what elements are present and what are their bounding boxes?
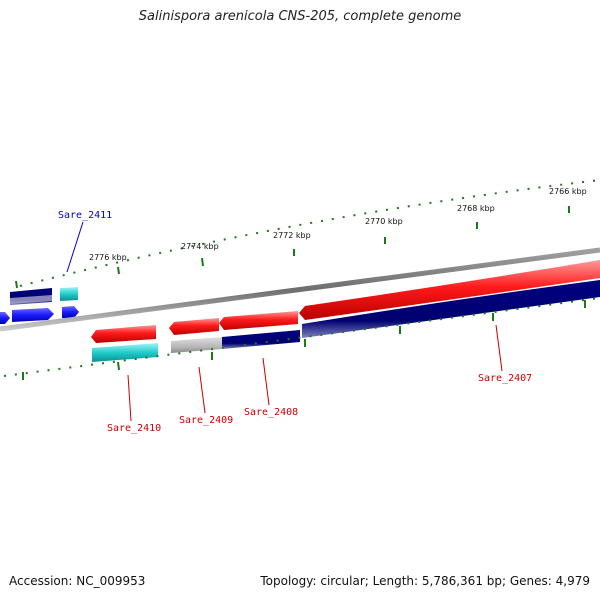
leader-sare-2409 xyxy=(198,366,206,414)
gene-label-sare-2409: Sare_2409 xyxy=(179,415,233,426)
leader-sare-2408 xyxy=(262,357,270,406)
tick-label: 2774 kbp xyxy=(181,242,219,251)
tick-label: 2766 kbp xyxy=(549,187,587,196)
feature-blue-outer-1 xyxy=(0,312,10,324)
gene-sare-2409-forward xyxy=(169,318,219,335)
feature-blue-outer-3 xyxy=(62,306,79,318)
tick-label: 2776 kbp xyxy=(89,253,127,262)
gene-label-sare-2410: Sare_2410 xyxy=(107,423,161,434)
gene-sare-2410-rna xyxy=(92,343,158,362)
leader-sare-2411 xyxy=(66,221,84,273)
map-title: Salinispora arenicola CNS-205, complete … xyxy=(138,9,462,24)
tick-mark-2774 xyxy=(201,257,204,267)
genome-backbone xyxy=(0,247,600,332)
tick-label: 2772 kbp xyxy=(273,231,311,240)
outer-features xyxy=(0,287,79,324)
tick-label: 2770 kbp xyxy=(365,217,403,226)
gene-sare-2409-other xyxy=(171,337,222,353)
gene-sare-2408-forward xyxy=(219,311,298,330)
genome-summary-text: Topology: circular; Length: 5,786,361 bp… xyxy=(260,574,590,588)
reverse-strand xyxy=(92,280,600,362)
tick-mark-2775 xyxy=(15,280,18,289)
gene-sare-2407-forward xyxy=(299,260,600,320)
outer-tick-ring xyxy=(15,179,600,289)
leader-sare-2407 xyxy=(495,324,503,372)
feature-rna-outer xyxy=(60,287,78,301)
tick-labels: 2776 kbp 2774 kbp 2772 kbp 2770 kbp 2768… xyxy=(89,187,587,262)
forward-strand xyxy=(91,260,600,343)
inner-tick-ring xyxy=(3,297,600,380)
gene-sare-2408-reverse xyxy=(222,330,300,349)
leader-lines xyxy=(66,221,503,422)
tick-label: 2768 kbp xyxy=(457,204,495,213)
gene-labels: Sare_2411 Sare_2410 Sare_2409 Sare_2408 … xyxy=(58,210,532,434)
gene-sare-2410-forward xyxy=(91,325,156,343)
inner-tick-mark xyxy=(117,361,120,371)
accession-text: Accession: NC_009953 xyxy=(9,574,146,588)
feature-blue-outer-2 xyxy=(12,308,54,322)
gene-label-sare-2408: Sare_2408 xyxy=(244,407,298,418)
feature-other-outer-grey xyxy=(10,295,52,304)
tick-mark-2776 xyxy=(117,266,120,275)
gene-label-sare-2411: Sare_2411 xyxy=(58,210,112,221)
leader-sare-2410 xyxy=(127,374,132,422)
gene-sare-2407-reverse xyxy=(302,280,600,338)
gene-label-sare-2407: Sare_2407 xyxy=(478,373,532,384)
